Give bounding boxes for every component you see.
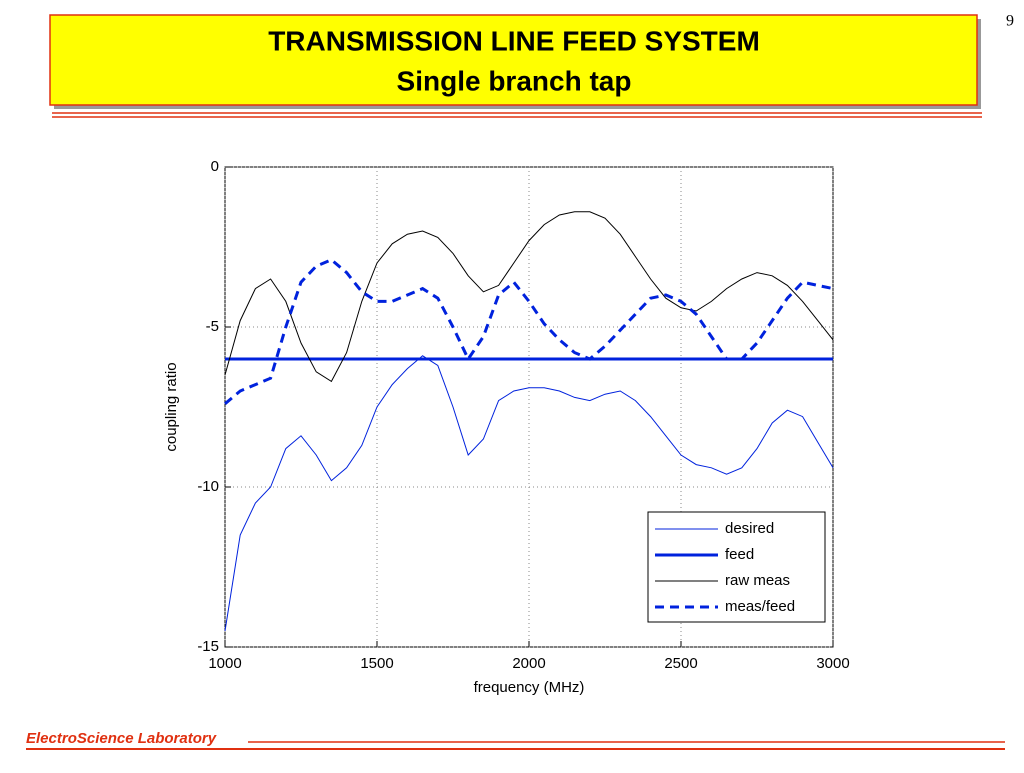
x-tick-label: 2500 xyxy=(664,655,697,672)
series-line xyxy=(224,355,834,632)
x-tick-label: 2000 xyxy=(512,655,545,672)
y-tick-label: -15 xyxy=(197,638,219,655)
slide-title: TRANSMISSION LINE FEED SYSTEM xyxy=(268,25,760,56)
y-tick-label: 0 xyxy=(211,158,219,175)
slide-subtitle: Single branch tap xyxy=(397,65,632,96)
y-axis-label: coupling ratio xyxy=(163,362,180,451)
legend-label: desired xyxy=(725,520,774,537)
series-line xyxy=(224,211,834,383)
footer-text: ElectroScience Laboratory xyxy=(26,730,217,747)
legend-label: feed xyxy=(725,546,754,563)
legend-label: raw meas xyxy=(725,572,790,589)
x-axis-label: frequency (MHz) xyxy=(474,679,585,696)
x-tick-label: 1000 xyxy=(208,655,241,672)
legend-box xyxy=(647,511,826,623)
x-tick-label: 3000 xyxy=(816,655,849,672)
y-tick-label: -5 xyxy=(206,318,219,335)
x-tick-label: 1500 xyxy=(360,655,393,672)
legend-label: meas/feed xyxy=(725,598,795,615)
page-number: 9 xyxy=(1006,13,1014,30)
y-tick-label: -10 xyxy=(197,478,219,495)
title-box xyxy=(49,14,978,106)
series-line xyxy=(224,258,834,405)
